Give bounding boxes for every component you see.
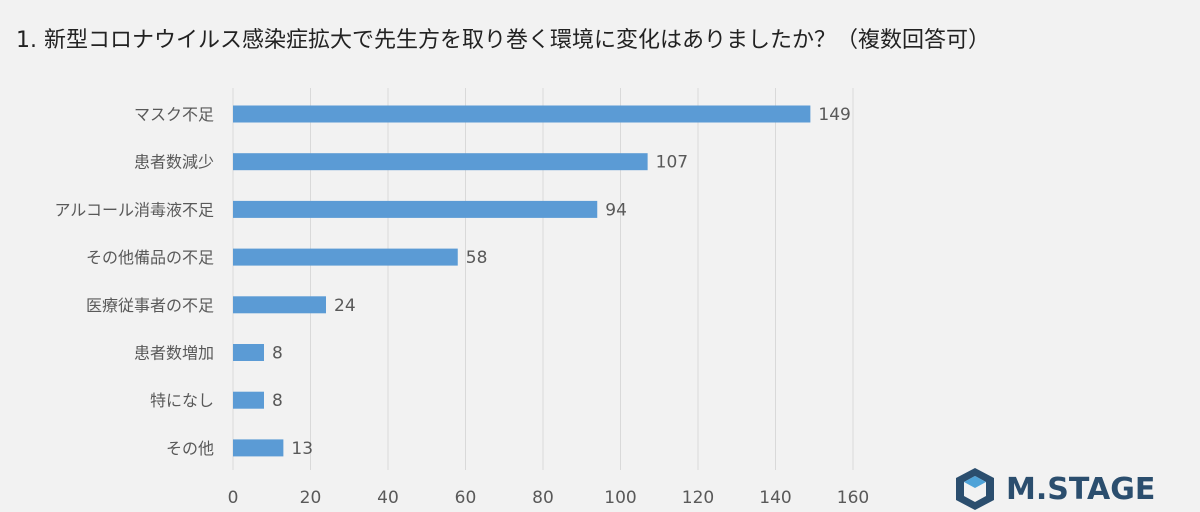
bar [233,344,264,361]
data-label: 107 [656,153,688,173]
category-label: マスク不足 [134,105,214,124]
bar [233,248,458,266]
category-label: 患者数減少 [134,153,214,172]
data-label: 8 [272,344,283,364]
bar [233,153,648,171]
x-tick-label: 0 [228,488,239,508]
data-label: 94 [605,200,627,220]
bar [233,105,811,123]
category-label: 患者数増加 [134,344,214,363]
x-tick-label: 20 [300,488,322,508]
category-label: その他備品の不足 [86,248,214,267]
bar [233,296,326,314]
data-label: 13 [291,439,313,459]
category-label: その他 [166,439,214,458]
x-tick-label: 40 [377,488,399,508]
hexagon-logo-icon [956,468,994,510]
data-label: 8 [272,391,283,411]
data-label: 24 [334,296,356,316]
data-label: 149 [818,105,850,125]
chart-title: 1. 新型コロナウイルス感染症拡大で先生方を取り巻く環境に変化はありましたか？（… [16,28,990,53]
data-label: 58 [466,248,488,268]
x-tick-label: 80 [532,488,554,508]
x-tick-label: 140 [759,488,791,508]
category-label: 医療従事者の不足 [86,296,214,315]
logo-text: M.STAGE [1006,471,1156,507]
bar [233,391,264,409]
x-tick-label: 120 [682,488,714,508]
x-tick-label: 60 [455,488,477,508]
bar [233,200,598,218]
mstage-logo: M.STAGE [952,466,1155,512]
category-label: アルコール消毒液不足 [54,200,214,219]
x-tick-label: 100 [604,488,636,508]
category-label: 特になし [150,391,214,410]
x-tick-label: 160 [837,488,869,508]
bar [233,439,284,457]
